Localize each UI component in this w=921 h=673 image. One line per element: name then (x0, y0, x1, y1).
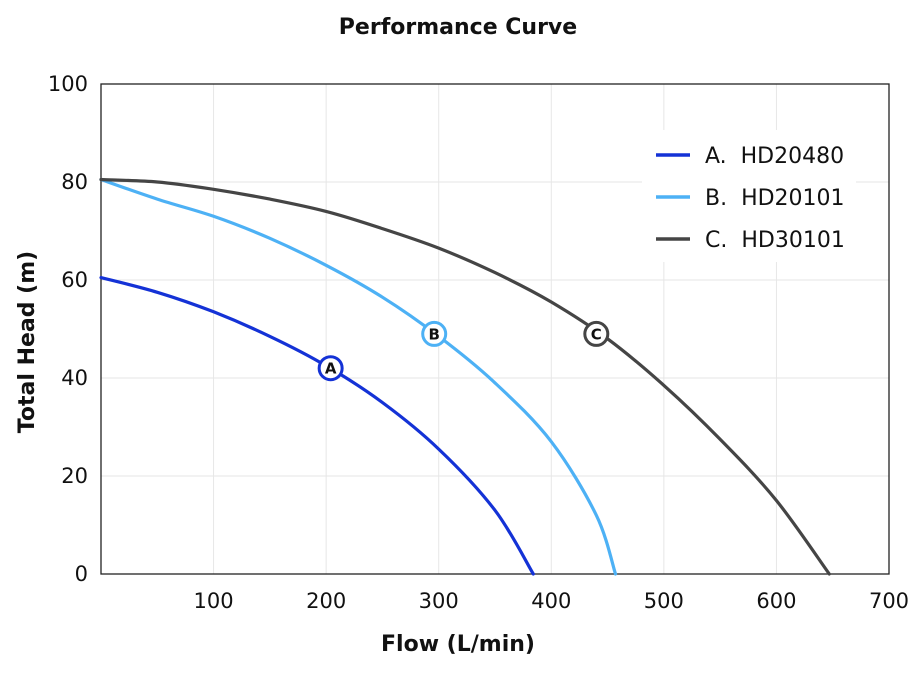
y-tick-label: 20 (61, 464, 88, 488)
series-marker-a (317, 355, 344, 382)
x-tick-label: 200 (306, 589, 346, 613)
legend-label-a: A. HD20480 (705, 144, 844, 169)
y-tick-label: 100 (48, 72, 88, 96)
series-marker-c (583, 320, 610, 347)
x-tick-label: 600 (756, 589, 796, 613)
x-axis-title: Flow (L/min) (381, 632, 535, 657)
x-tick-label: 300 (419, 589, 459, 613)
series-markers: A B C (317, 320, 610, 382)
series-line-a (99, 276, 535, 576)
series-marker-label-b: B (428, 325, 439, 343)
series-line-c (99, 177, 831, 576)
x-tick-label: 400 (531, 589, 571, 613)
x-tick-label: 500 (644, 589, 684, 613)
y-tick-label: 0 (75, 562, 88, 586)
y-tick-label: 40 (61, 366, 88, 390)
x-axis-ticks: 100 200 300 400 500 600 700 (194, 589, 910, 613)
x-tick-label: 700 (869, 589, 909, 613)
y-axis-ticks: 0 20 40 60 80 100 (48, 72, 88, 586)
legend-label-b: B. HD20101 (705, 186, 845, 211)
series-line-b (99, 177, 618, 576)
series-marker-label-c: C (591, 325, 602, 343)
y-tick-label: 80 (61, 170, 88, 194)
y-tick-label: 60 (61, 268, 88, 292)
legend: A. HD20480 B. HD20101 C. HD30101 (642, 130, 856, 262)
plot-area-frame (100, 83, 890, 575)
x-tick-label: 100 (194, 589, 234, 613)
series-marker-label-a: A (325, 360, 337, 378)
series-marker-b (421, 320, 448, 347)
y-axis-title: Total Head (m) (15, 251, 40, 433)
legend-label-c: C. HD30101 (705, 228, 845, 253)
chart-title: Performance Curve (339, 15, 577, 40)
